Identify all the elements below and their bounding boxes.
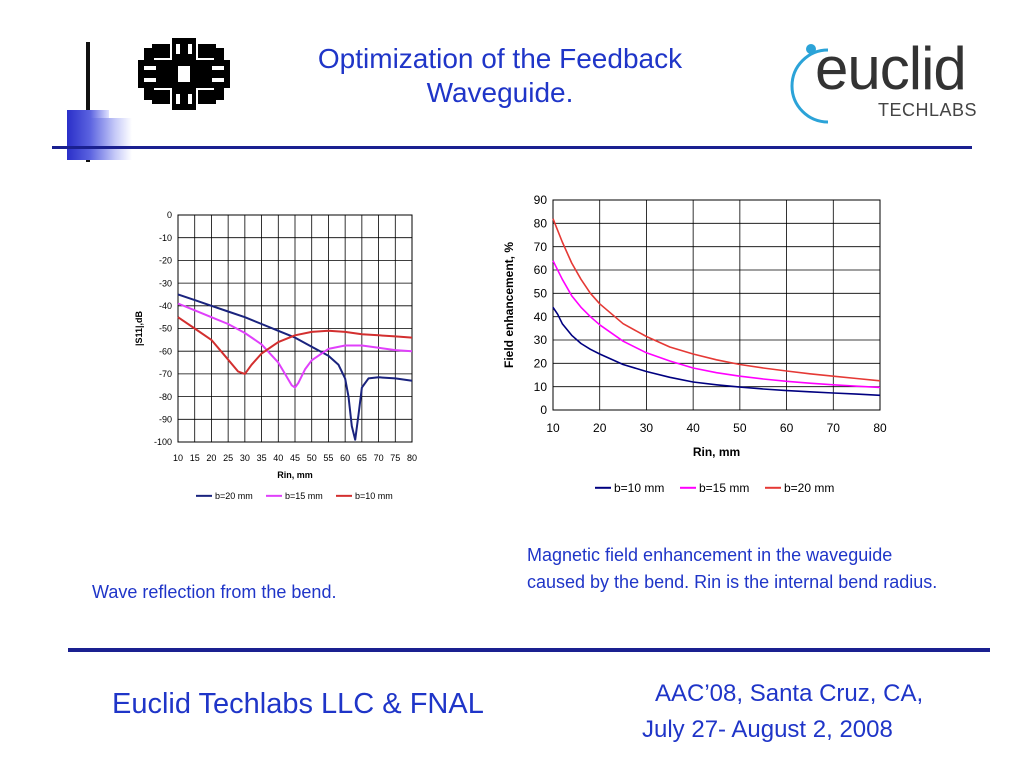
x-tick-label: 75: [390, 453, 400, 463]
x-tick-label: 60: [340, 453, 350, 463]
series-line-b-15-mm: [177, 302, 413, 389]
x-tick-label: 10: [546, 421, 560, 435]
x-tick-label: 55: [323, 453, 333, 463]
x-tick-label: 20: [206, 453, 216, 463]
x-tick-label: 10: [173, 453, 183, 463]
x-tick-label: 70: [374, 453, 384, 463]
footer-divider: [68, 648, 990, 652]
series-line-b-15-mm: [552, 260, 881, 389]
s11-chart: 10 15 20 25 30 35 40 45 50 55 60 65 70 75 80 0 -10 -20 -30…: [134, 210, 417, 501]
field-enhancement-chart: 10 20 30 40 50 60 70 80 0 10 20 30 40 50 60 70 80 90 Rin, …: [502, 193, 887, 495]
series-line-b-20-mm: [177, 293, 413, 441]
y-tick-label: 20: [534, 357, 548, 371]
y-tick-label: -30: [159, 278, 172, 288]
y-tick-label: 80: [534, 217, 548, 231]
y-tick-label: 0: [540, 403, 547, 417]
header-divider: [52, 146, 972, 149]
y-tick-label: 60: [534, 263, 548, 277]
y-axis-title: Field enhancement, %: [502, 242, 516, 368]
x-axis-title: Rin, mm: [693, 445, 740, 459]
euclid-logo-wordmark: euclid: [815, 35, 967, 102]
caption-left: Wave reflection from the bend.: [92, 582, 337, 602]
legend-label: b=10 mm: [614, 481, 664, 495]
series-line-b-10-mm: [177, 316, 413, 375]
y-tick-label: 70: [534, 240, 548, 254]
y-tick-label: -60: [159, 346, 172, 356]
x-tick-label: 70: [827, 421, 841, 435]
y-tick-label: -20: [159, 256, 172, 266]
y-tick-label: 90: [534, 193, 548, 207]
fermilab-logo-icon: [138, 38, 230, 110]
legend-label: b=10 mm: [355, 491, 393, 501]
x-axis-title: Rin, mm: [277, 470, 313, 480]
x-tick-label: 50: [733, 421, 747, 435]
legend-label: b=20 mm: [784, 481, 834, 495]
footer-dates: July 27- August 2, 2008: [642, 716, 893, 743]
legend-label: b=15 mm: [699, 481, 749, 495]
x-tick-label: 80: [407, 453, 417, 463]
legend-label: b=20 mm: [215, 491, 253, 501]
x-tick-label: 30: [240, 453, 250, 463]
y-tick-label: 50: [534, 287, 548, 301]
y-tick-label: -90: [159, 414, 172, 424]
x-tick-label: 25: [223, 453, 233, 463]
y-tick-label: -40: [159, 301, 172, 311]
header-accent-square-light: [90, 118, 132, 160]
x-tick-label: 40: [686, 421, 700, 435]
caption-right: Magnetic field enhancement in the wavegu…: [527, 545, 938, 592]
x-tick-label: 15: [190, 453, 200, 463]
series-line-b-20-mm: [552, 218, 881, 382]
slide-title-line1: Optimization of the Feedback: [317, 43, 683, 74]
y-tick-label: -100: [154, 437, 172, 447]
x-tick-label: 50: [307, 453, 317, 463]
x-tick-label: 65: [357, 453, 367, 463]
y-axis-title: |S11|,dB: [134, 310, 144, 346]
euclid-logo-subtitle: TECHLABS: [878, 100, 978, 120]
x-tick-label: 45: [290, 453, 300, 463]
x-tick-label: 30: [640, 421, 654, 435]
y-tick-label: 30: [534, 333, 548, 347]
y-tick-label: 10: [534, 380, 548, 394]
footer-organization: Euclid Techlabs LLC & FNAL: [112, 688, 484, 720]
slide-title-line2: Waveguide.: [426, 77, 574, 108]
y-tick-label: 0: [167, 210, 172, 220]
header-accent-bar: [86, 42, 90, 162]
y-tick-label: -10: [159, 233, 172, 243]
y-tick-label: 40: [534, 310, 548, 324]
x-tick-label: 35: [257, 453, 267, 463]
legend-label: b=15 mm: [285, 491, 323, 501]
x-tick-label: 80: [873, 421, 887, 435]
footer-conference: AAC’08, Santa Cruz, CA,: [655, 680, 924, 707]
euclid-logo-dot-icon: [806, 44, 816, 54]
y-tick-label: -50: [159, 324, 172, 334]
x-tick-label: 20: [593, 421, 607, 435]
y-tick-label: -70: [159, 369, 172, 379]
x-tick-label: 60: [780, 421, 794, 435]
slide-title: Optimization of the Feedback Waveguide.: [230, 42, 770, 110]
x-tick-label: 40: [273, 453, 283, 463]
series-line-b-10-mm: [552, 306, 881, 397]
y-tick-label: -80: [159, 392, 172, 402]
